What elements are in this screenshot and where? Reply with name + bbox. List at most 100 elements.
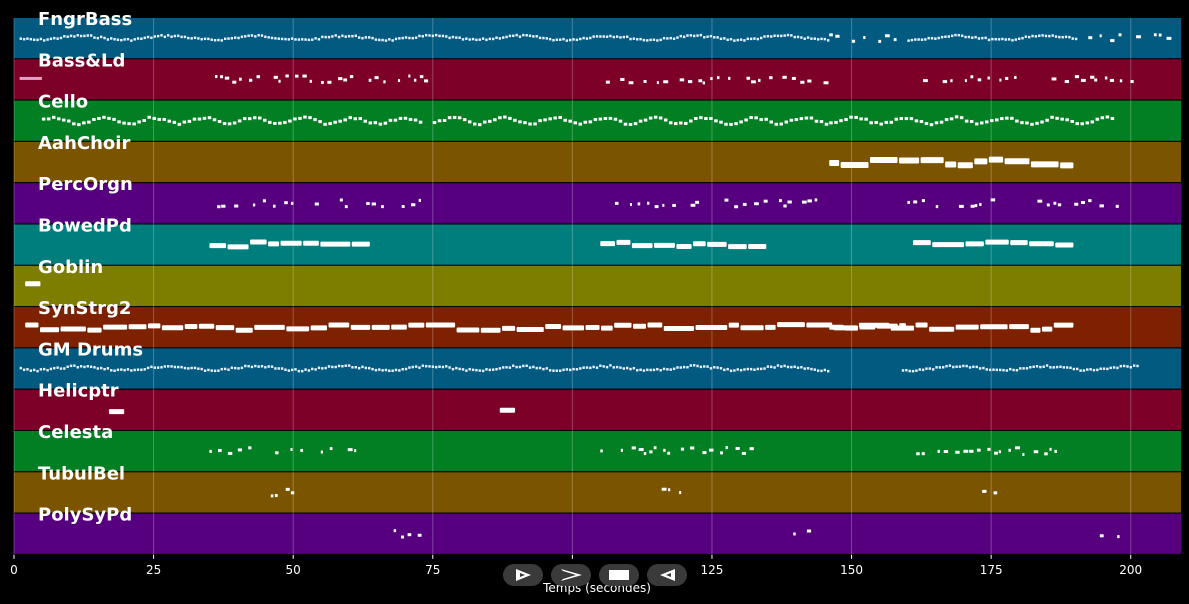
note (934, 37, 937, 40)
note (647, 322, 663, 328)
note (72, 122, 76, 126)
note (418, 34, 421, 38)
note (227, 122, 232, 126)
note (1029, 365, 1032, 369)
note (905, 368, 908, 372)
note (224, 76, 230, 80)
note (844, 118, 848, 122)
note (63, 367, 66, 370)
rewind-button[interactable] (647, 564, 687, 586)
note (993, 491, 998, 495)
note (398, 116, 403, 120)
note (1011, 39, 1014, 42)
note (1153, 33, 1157, 37)
note (413, 78, 417, 82)
note (1122, 364, 1126, 368)
note (813, 37, 816, 40)
note (602, 35, 605, 38)
note (378, 368, 381, 371)
note (383, 121, 388, 125)
note (448, 366, 451, 369)
note (515, 365, 518, 369)
note (268, 241, 280, 247)
note (1004, 158, 1030, 165)
note (955, 450, 960, 454)
note (431, 365, 435, 368)
note (687, 80, 693, 84)
note (518, 120, 522, 124)
note (954, 33, 957, 37)
note (978, 367, 982, 370)
note (680, 447, 685, 451)
note (337, 35, 341, 39)
note (652, 368, 656, 372)
note (1022, 367, 1025, 370)
note (321, 80, 324, 84)
note (1040, 120, 1044, 124)
note (320, 241, 351, 247)
track-lane (14, 513, 1181, 554)
note (401, 535, 405, 539)
note (126, 37, 130, 41)
note (260, 34, 264, 37)
note (1046, 203, 1050, 207)
note (418, 198, 422, 202)
note (437, 119, 442, 123)
note (110, 37, 113, 40)
note (468, 38, 471, 41)
note (648, 116, 653, 120)
note (676, 243, 692, 249)
note (595, 366, 599, 369)
note (343, 118, 347, 122)
note (244, 364, 247, 368)
stop-button[interactable] (599, 564, 639, 586)
note (300, 448, 304, 452)
note (793, 35, 796, 39)
note (83, 365, 86, 369)
note (782, 75, 787, 79)
note (56, 366, 59, 369)
note (638, 119, 643, 123)
note (1088, 36, 1093, 40)
note (290, 368, 294, 372)
note (320, 450, 323, 454)
note (796, 366, 800, 370)
note (950, 79, 953, 83)
note (1030, 327, 1041, 333)
note (1126, 365, 1129, 368)
note (763, 35, 766, 38)
note (937, 449, 940, 453)
play-button[interactable] (503, 564, 543, 586)
rewind-icon (660, 569, 675, 581)
note (816, 38, 820, 41)
note (957, 162, 973, 169)
note (110, 369, 113, 372)
note (759, 367, 763, 371)
note (585, 366, 589, 369)
note (146, 35, 150, 39)
note (170, 365, 173, 368)
note (485, 38, 488, 42)
note (899, 157, 920, 164)
note (263, 118, 267, 122)
note (719, 120, 723, 124)
note (262, 199, 267, 203)
note (197, 367, 200, 370)
note (1032, 365, 1035, 369)
note (1004, 38, 1007, 41)
note (816, 369, 820, 372)
note (344, 35, 347, 38)
note (354, 365, 358, 369)
note (106, 367, 110, 370)
note (457, 116, 462, 120)
track-label: Goblin (38, 257, 103, 278)
note (779, 122, 784, 126)
fast-forward-button[interactable] (551, 564, 591, 586)
lane-divider (14, 140, 1181, 142)
note (542, 367, 545, 371)
note (438, 365, 441, 368)
note (247, 34, 250, 37)
note (663, 326, 695, 332)
note (384, 368, 388, 372)
note (1080, 122, 1084, 126)
